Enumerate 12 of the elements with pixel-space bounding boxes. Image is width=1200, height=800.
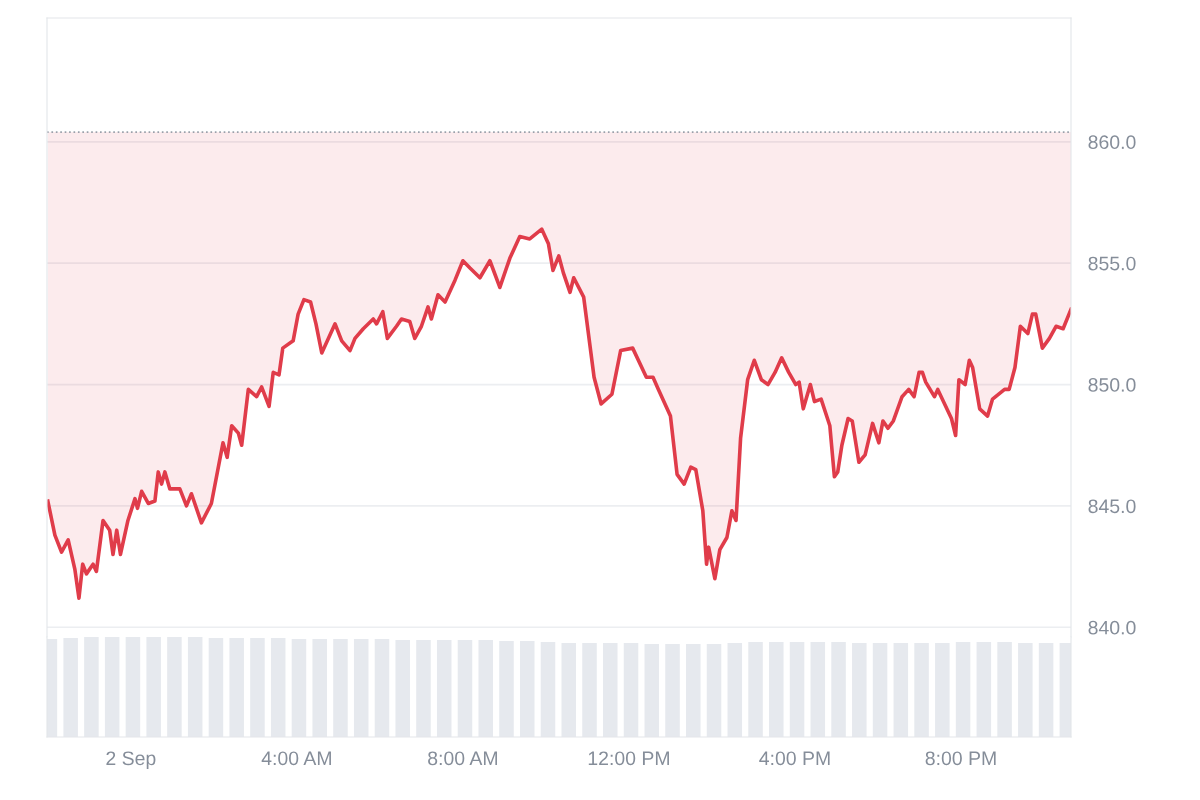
y-tick-label: 860.0	[1088, 135, 1136, 150]
x-tick-label: 4:00 PM	[759, 751, 830, 766]
x-tick-label: 2 Sep	[106, 751, 156, 770]
y-tick-label: 850.0	[1088, 378, 1136, 392]
x-tick-label: 8:00 AM	[428, 751, 497, 766]
x-tick-label: 4:00 AM	[261, 751, 331, 766]
line-series	[47, 227, 1071, 600]
y-tick-label: 840.0	[1088, 620, 1136, 635]
x-tick-label: 8:00 PM	[925, 751, 996, 766]
x-tick-label: 12:00 PM	[588, 751, 669, 766]
y-tick-label: 855.0	[1088, 256, 1136, 271]
y-tick-label: 845.0	[1088, 499, 1136, 514]
